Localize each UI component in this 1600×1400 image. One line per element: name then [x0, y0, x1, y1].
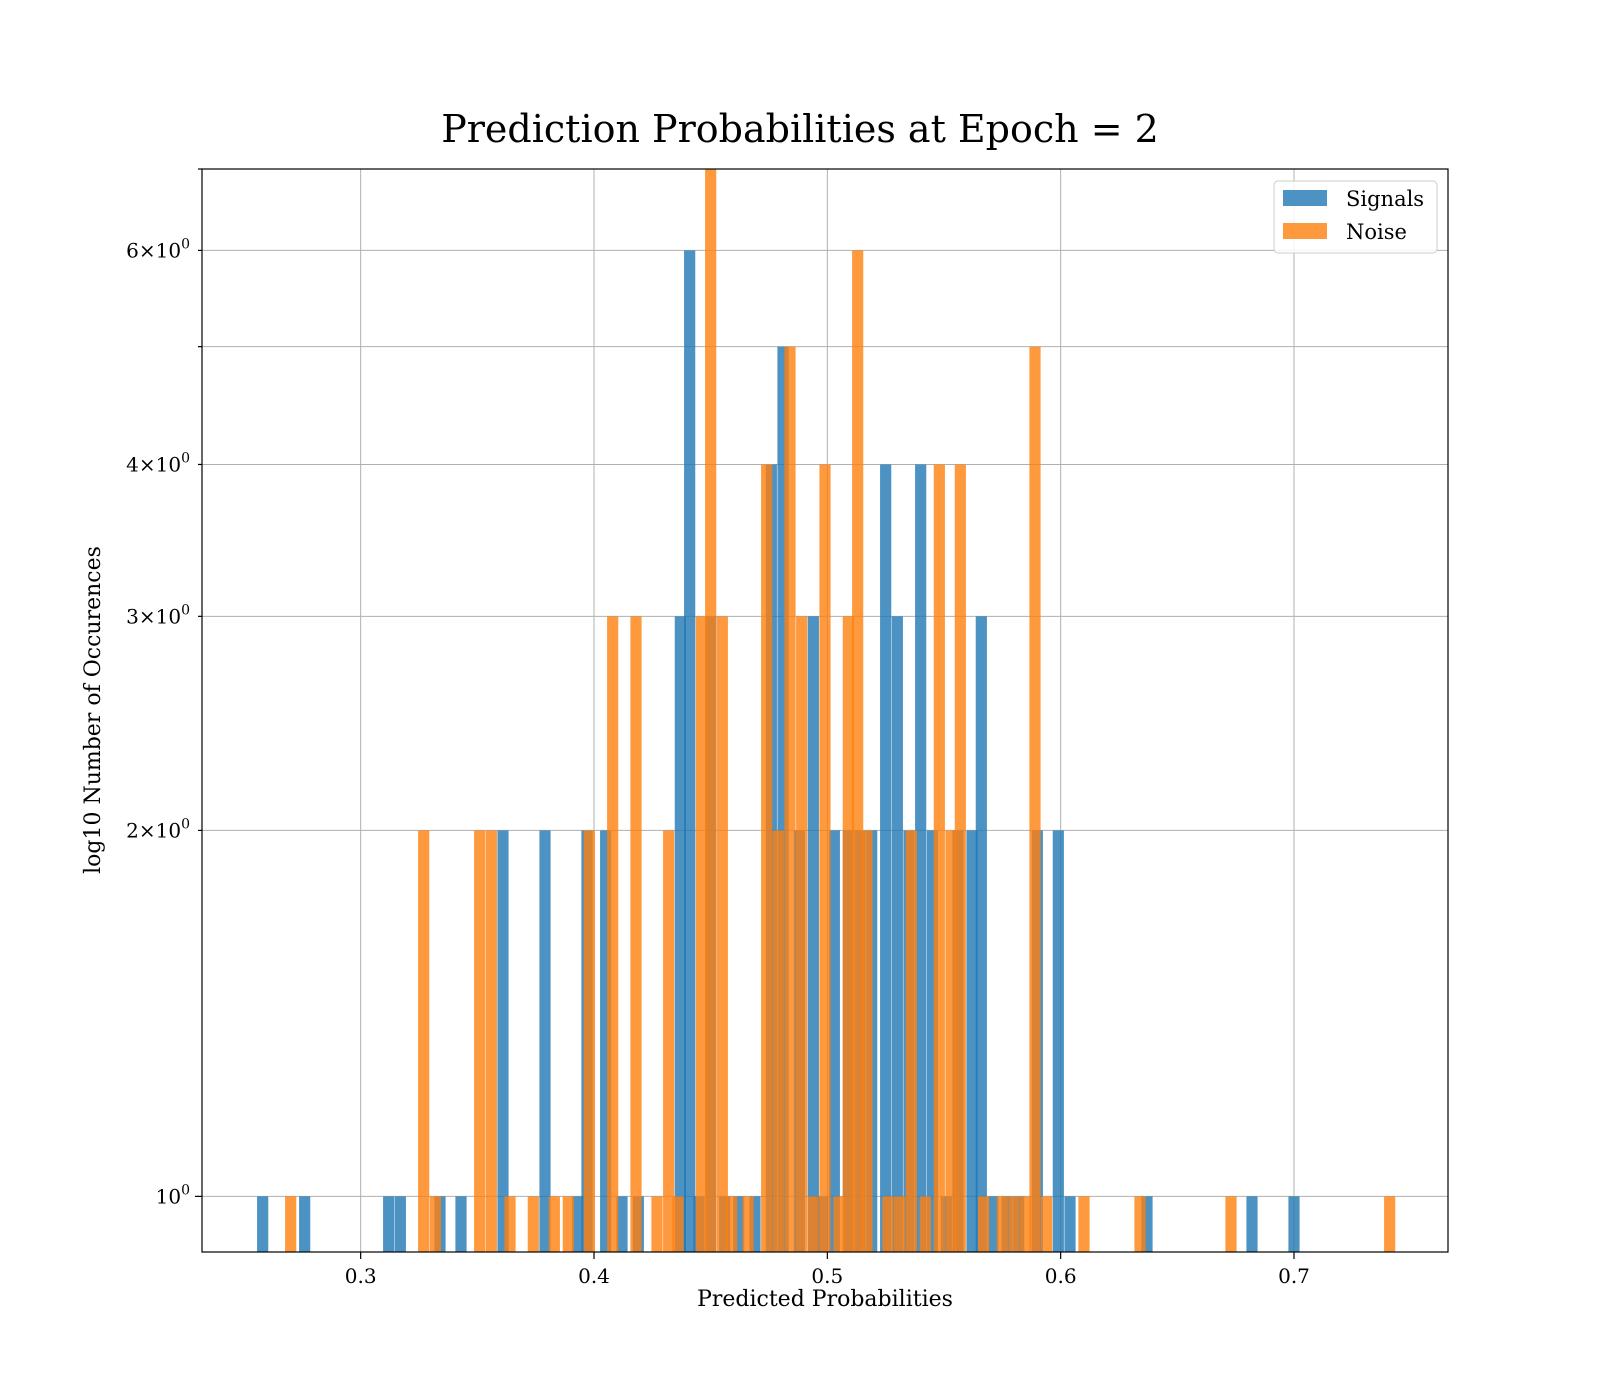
plot-frame [201, 168, 1449, 1253]
bar-noise [527, 1196, 539, 1252]
bar-signals [539, 830, 551, 1252]
bar-signals [383, 1196, 395, 1252]
bar-signals [966, 830, 978, 1252]
bar-noise [1041, 1196, 1053, 1252]
y-tick-label: 4×100 [126, 450, 190, 476]
bar-noise [562, 1196, 574, 1252]
bar-signals [572, 1196, 584, 1252]
y-tick-label: 3×100 [126, 602, 190, 628]
bar-signals [975, 616, 987, 1252]
legend-label-signals: Signals [1346, 187, 1424, 211]
bar-noise [1134, 1196, 1146, 1252]
bar-signals [828, 830, 840, 1252]
bar-noise [882, 1196, 894, 1252]
bar-signals [1288, 1196, 1300, 1252]
bar-noise [1029, 346, 1041, 1252]
bar-noise [1078, 1196, 1090, 1252]
bar-noise [583, 830, 595, 1252]
bar-noise [672, 1196, 684, 1252]
bar-noise [716, 616, 728, 1252]
bar-noise [485, 830, 497, 1252]
bar-noise [705, 169, 717, 1252]
bar-signals [299, 1196, 311, 1252]
bar-signals [394, 1196, 406, 1252]
bar-signals [987, 1196, 999, 1252]
bar-signals [1052, 830, 1064, 1252]
legend-swatch-noise [1283, 223, 1327, 239]
bar-noise [772, 830, 784, 1252]
bar-signals [684, 250, 696, 1252]
bar-noise [651, 1196, 663, 1252]
bar-noise [548, 1196, 560, 1252]
bar-noise [1008, 1196, 1020, 1252]
bar-noise [784, 346, 796, 1252]
bar-noise [285, 1196, 297, 1252]
bar-signals [926, 830, 938, 1252]
bar-noise [726, 1196, 738, 1252]
bar-noise [796, 616, 808, 1252]
bar-signals [777, 346, 789, 1252]
bar-noise [418, 830, 430, 1252]
x-tick-label: 0.7 [1278, 1264, 1310, 1288]
bar-noise [807, 1196, 819, 1252]
bar-noise [663, 830, 675, 1252]
bar-signals [807, 616, 819, 1252]
bar-signals [1064, 1196, 1076, 1252]
bar-noise [1225, 1196, 1237, 1252]
legend-swatch-signals [1283, 190, 1327, 206]
y-axis-label: log10 Number of Occurences [81, 546, 106, 874]
bar-noise [919, 1196, 931, 1252]
bar-noise [742, 1196, 754, 1252]
x-tick-label: 0.4 [578, 1264, 610, 1288]
bar-signals [1246, 1196, 1258, 1252]
bar-signals [749, 1196, 761, 1252]
bar-signals [674, 616, 686, 1252]
bar-noise [819, 464, 831, 1253]
chart-title: Prediction Probabilities at Epoch = 2 [441, 107, 1159, 151]
bar-noise [945, 830, 957, 1252]
bar-signals [733, 1196, 745, 1252]
bar-signals [455, 1196, 467, 1252]
y-tick-label: 100 [156, 1182, 190, 1208]
x-axis-ticks: 0.3 0.4 0.5 0.6 0.7 [345, 1252, 1310, 1288]
bar-signals [915, 464, 927, 1253]
bar-signals [616, 1196, 628, 1252]
legend: Signals Noise [1273, 180, 1438, 254]
bar-noise [474, 830, 486, 1252]
bar-noise [933, 464, 945, 1253]
x-axis-label: Predicted Probabilities [697, 1287, 953, 1312]
y-tick-label: 6×100 [126, 236, 190, 262]
bars [257, 169, 1396, 1253]
bar-noise [978, 1196, 990, 1252]
bar-signals [600, 830, 612, 1252]
bar-noise [761, 464, 773, 1253]
bar-noise [894, 1196, 906, 1252]
y-axis-ticks: 100 2×100 3×100 4×100 6×100 [126, 168, 202, 1208]
x-tick-label: 0.5 [811, 1264, 843, 1288]
bar-signals [880, 464, 892, 1253]
bar-noise [996, 1196, 1008, 1252]
bar-noise [1020, 1196, 1032, 1252]
bar-noise [954, 464, 966, 1253]
bar-signals [497, 830, 509, 1252]
bar-noise [695, 616, 707, 1252]
bar-signals [1141, 1196, 1153, 1252]
bar-noise [429, 1196, 441, 1252]
bar-signals [257, 1196, 269, 1252]
bar-noise [842, 616, 854, 1252]
x-tick-label: 0.3 [345, 1264, 377, 1288]
bar-noise [905, 830, 917, 1252]
x-tick-label: 0.6 [1045, 1264, 1077, 1288]
bar-noise [852, 250, 864, 1252]
bar-noise [630, 616, 642, 1252]
bar-noise [504, 1196, 516, 1252]
bar-signals [891, 616, 903, 1252]
bar-noise [607, 616, 619, 1252]
bar-noise [861, 830, 873, 1252]
bar-noise [833, 1196, 845, 1252]
legend-label-noise: Noise [1346, 220, 1407, 244]
y-tick-label: 2×100 [126, 816, 190, 842]
bar-noise [1384, 1196, 1396, 1252]
